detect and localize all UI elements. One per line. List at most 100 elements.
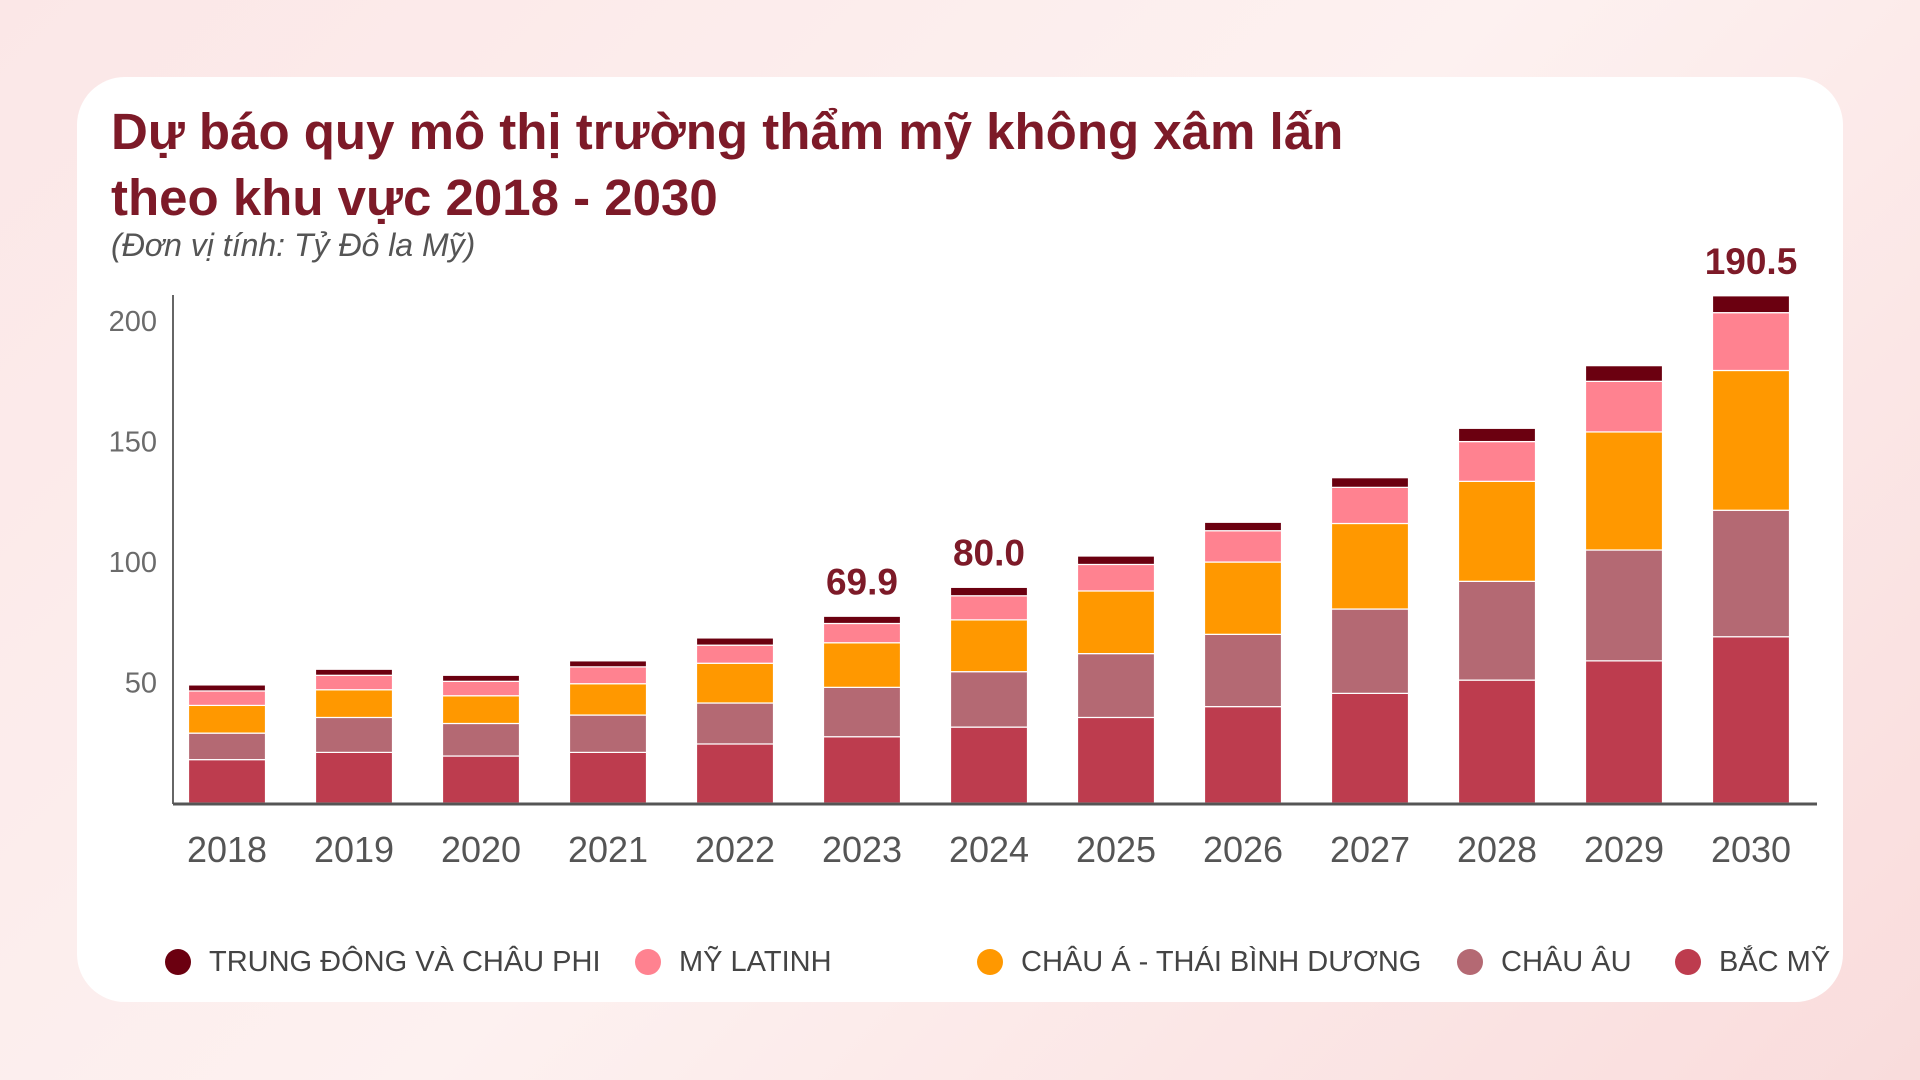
bar-chau-au-2021 <box>568 714 648 753</box>
bar-bac-my-2028 <box>1457 679 1537 804</box>
bar-trung-dong-va-chau-phi-2023 <box>822 615 902 625</box>
bar-my-latinh-2024 <box>949 595 1029 621</box>
bar-my-latinh-2029 <box>1584 380 1664 433</box>
stacked-bar-chart: 50 100 150 200 2018 2019 2020 2021 2022 2023 69.9 2… <box>109 241 1817 870</box>
legend-label-chau-a: CHÂU Á - THÁI BÌNH DƯƠNG <box>1021 945 1422 978</box>
bar-trung-dong-va-chau-phi-2028 <box>1457 427 1537 443</box>
bar-my-latinh-2025 <box>1076 563 1156 592</box>
bar-chau-au-2024 <box>949 671 1029 728</box>
legend-item-trung-dong: TRUNG ĐÔNG VÀ CHÂU PHI <box>165 937 601 987</box>
bar-bac-my-2022 <box>695 743 775 804</box>
legend-item-chau-a: CHÂU Á - THÁI BÌNH DƯƠNG <box>977 937 1421 987</box>
bar-bac-my-2020 <box>441 755 521 804</box>
bar-chau-a-thai-binh-duong-2021 <box>568 683 648 716</box>
bar-chau-au-2020 <box>441 722 521 757</box>
bar-chau-au-2026 <box>1203 633 1283 708</box>
y-tick-label: 100 <box>109 547 157 579</box>
data-label-2023: 69.9 <box>826 561 898 602</box>
bar-bac-my-2029 <box>1584 660 1664 804</box>
bar-chau-a-thai-binh-duong-2028 <box>1457 480 1537 582</box>
legend-label-chau-au: CHÂU ÂU <box>1501 945 1632 978</box>
bar-chau-au-2023 <box>822 686 902 738</box>
chart-card: Dự báo quy mô thị trường thẩm mỹ không x… <box>77 77 1843 1002</box>
bar-chau-a-thai-binh-duong-2023 <box>822 642 902 688</box>
bar-chau-au-2029 <box>1584 549 1664 662</box>
bar-chau-a-thai-binh-duong-2027 <box>1330 522 1410 610</box>
bar-trung-dong-va-chau-phi-2025 <box>1076 555 1156 566</box>
bar-chau-a-thai-binh-duong-2020 <box>441 695 521 725</box>
legend-swatch-bac-my <box>1675 949 1701 975</box>
legend-label-my-latinh: MỸ LATINH <box>679 945 832 978</box>
bar-chau-au-2030 <box>1711 509 1791 638</box>
x-tick-label-2020: 2020 <box>441 829 521 870</box>
bar-bac-my-2019 <box>314 751 394 804</box>
bar-trung-dong-va-chau-phi-2024 <box>949 586 1029 597</box>
bar-bac-my-2026 <box>1203 706 1283 804</box>
legend-swatch-chau-a <box>977 949 1003 975</box>
chart-title: Dự báo quy mô thị trường thẩm mỹ không x… <box>111 99 1343 231</box>
x-tick-label-2018: 2018 <box>187 829 267 870</box>
bar-my-latinh-2020 <box>441 680 521 697</box>
bar-chau-a-thai-binh-duong-2024 <box>949 619 1029 673</box>
data-label-2024: 80.0 <box>953 532 1025 573</box>
y-tick-label: 150 <box>109 427 157 459</box>
chart-title-line-1: Dự báo quy mô thị trường thẩm mỹ không x… <box>111 103 1344 160</box>
bar-chau-a-thai-binh-duong-2022 <box>695 662 775 704</box>
bar-trung-dong-va-chau-phi-2026 <box>1203 521 1283 532</box>
bar-bac-my-2018 <box>187 759 267 804</box>
x-tick-label-2025: 2025 <box>1076 829 1156 870</box>
bar-chau-au-2025 <box>1076 653 1156 719</box>
x-tick-label-2030: 2030 <box>1711 829 1791 870</box>
x-tick-label-2027: 2027 <box>1330 829 1410 870</box>
x-tick-label-2019: 2019 <box>314 829 394 870</box>
chart-legend: TRUNG ĐÔNG VÀ CHÂU PHI MỸ LATINH CHÂU Á … <box>165 937 1830 987</box>
bar-chau-a-thai-binh-duong-2029 <box>1584 431 1664 551</box>
x-tick-label-2026: 2026 <box>1203 829 1283 870</box>
bar-bac-my-2024 <box>949 726 1029 804</box>
bar-chau-a-thai-binh-duong-2026 <box>1203 561 1283 635</box>
bar-trung-dong-va-chau-phi-2027 <box>1330 477 1410 488</box>
legend-item-bac-my: BẮC MỸ <box>1675 937 1830 987</box>
x-tick-label-2024: 2024 <box>949 829 1029 870</box>
bar-chau-au-2022 <box>695 702 775 745</box>
bar-chau-a-thai-binh-duong-2025 <box>1076 590 1156 655</box>
legend-label-bac-my: BẮC MỸ <box>1719 945 1831 978</box>
bar-chau-a-thai-binh-duong-2018 <box>187 704 267 734</box>
y-tick-label: 200 <box>109 306 157 338</box>
legend-swatch-chau-au <box>1457 949 1483 975</box>
data-label-2030: 190.5 <box>1705 241 1798 282</box>
y-tick-label: 50 <box>125 668 157 700</box>
bar-my-latinh-2028 <box>1457 440 1537 482</box>
bar-my-latinh-2027 <box>1330 486 1410 525</box>
bar-my-latinh-2026 <box>1203 530 1283 563</box>
legend-swatch-my-latinh <box>635 949 661 975</box>
bar-trung-dong-va-chau-phi-2022 <box>695 637 775 646</box>
x-tick-label-2022: 2022 <box>695 829 775 870</box>
legend-item-chau-au: CHÂU ÂU <box>1457 937 1632 987</box>
bar-my-latinh-2023 <box>822 622 902 644</box>
chart-subtitle: (Đơn vị tính: Tỷ Đô la Mỹ) <box>111 227 476 263</box>
chart-title-line-2: theo khu vực 2018 - 2030 <box>111 169 718 226</box>
bar-trung-dong-va-chau-phi-2030 <box>1711 295 1791 314</box>
bar-trung-dong-va-chau-phi-2029 <box>1584 365 1664 382</box>
bar-my-latinh-2022 <box>695 644 775 664</box>
bar-trung-dong-va-chau-phi-2020 <box>441 674 521 682</box>
bar-trung-dong-va-chau-phi-2018 <box>187 684 267 692</box>
x-tick-label-2023: 2023 <box>822 829 902 870</box>
bar-my-latinh-2019 <box>314 674 394 691</box>
bar-bac-my-2025 <box>1076 716 1156 804</box>
x-tick-label-2028: 2028 <box>1457 829 1537 870</box>
bar-chau-a-thai-binh-duong-2030 <box>1711 369 1791 511</box>
legend-label-trung-dong: TRUNG ĐÔNG VÀ CHÂU PHI <box>209 945 601 978</box>
legend-swatch-trung-dong <box>165 949 191 975</box>
bar-bac-my-2023 <box>822 736 902 804</box>
bar-trung-dong-va-chau-phi-2019 <box>314 668 394 676</box>
bar-chau-au-2027 <box>1330 608 1410 694</box>
bar-chau-a-thai-binh-duong-2019 <box>314 689 394 719</box>
bar-bac-my-2027 <box>1330 692 1410 804</box>
bar-trung-dong-va-chau-phi-2021 <box>568 660 648 668</box>
bar-chau-au-2019 <box>314 716 394 754</box>
bar-my-latinh-2018 <box>187 690 267 707</box>
x-tick-label-2021: 2021 <box>568 829 648 870</box>
bar-chau-au-2018 <box>187 732 267 761</box>
